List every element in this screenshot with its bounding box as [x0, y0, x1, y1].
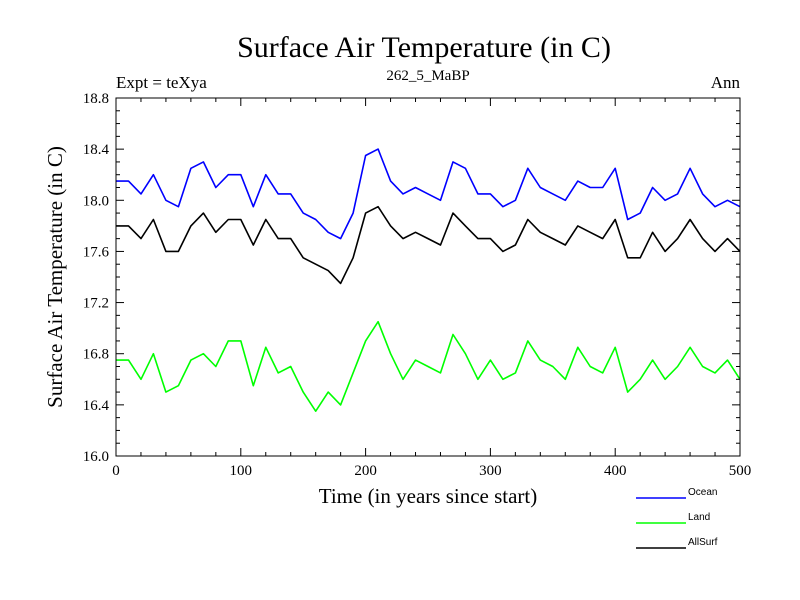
x-tick-label: 100	[230, 463, 253, 479]
x-tick-label: 200	[354, 463, 377, 479]
y-tick-label: 16.8	[83, 347, 109, 363]
y-tick-label: 18.8	[83, 91, 109, 107]
chart-subtitle: 262_5_MaBP	[386, 68, 469, 84]
chart-title: Surface Air Temperature (in C)	[237, 31, 611, 64]
y-tick-label: 16.4	[83, 398, 110, 414]
x-tick-label: 400	[604, 463, 627, 479]
x-tick-label: 0	[112, 463, 120, 479]
series-line-ocean	[116, 148, 741, 240]
x-axis-label: Time (in years since start)	[319, 484, 538, 508]
y-tick-label: 18.0	[83, 193, 109, 209]
y-axis-label: Surface Air Temperature (in C)	[43, 146, 67, 408]
series-line-allsurf	[116, 205, 741, 285]
y-tick-label: 17.2	[83, 296, 109, 312]
y-tick-label: 16.0	[83, 449, 109, 465]
legend-label: Land	[688, 512, 710, 523]
legend-label: AllSurf	[688, 537, 718, 548]
x-tick-label: 300	[479, 463, 502, 479]
y-tick-label: 17.6	[83, 244, 110, 260]
plot-lines	[116, 148, 741, 413]
x-tick-label: 500	[729, 463, 752, 479]
legend-label: Ocean	[688, 487, 717, 498]
legend-item-land: Land	[636, 512, 710, 524]
legend: Ocean Land AllSurf	[636, 487, 718, 549]
legend-item-allsurf: AllSurf	[636, 537, 718, 549]
y-axis: 16.0 16.4 16.8 17.2 17.6 18.0 18.4 18.8	[83, 91, 740, 465]
y-tick-label: 18.4	[83, 142, 110, 158]
series-line-land	[116, 320, 741, 413]
legend-item-ocean: Ocean	[636, 487, 717, 499]
season-label: Ann	[711, 73, 741, 92]
x-axis: 0 100 200 300 400 500	[112, 98, 751, 479]
plot-frame	[115, 97, 741, 457]
expt-label: Expt = teXya	[116, 73, 207, 92]
